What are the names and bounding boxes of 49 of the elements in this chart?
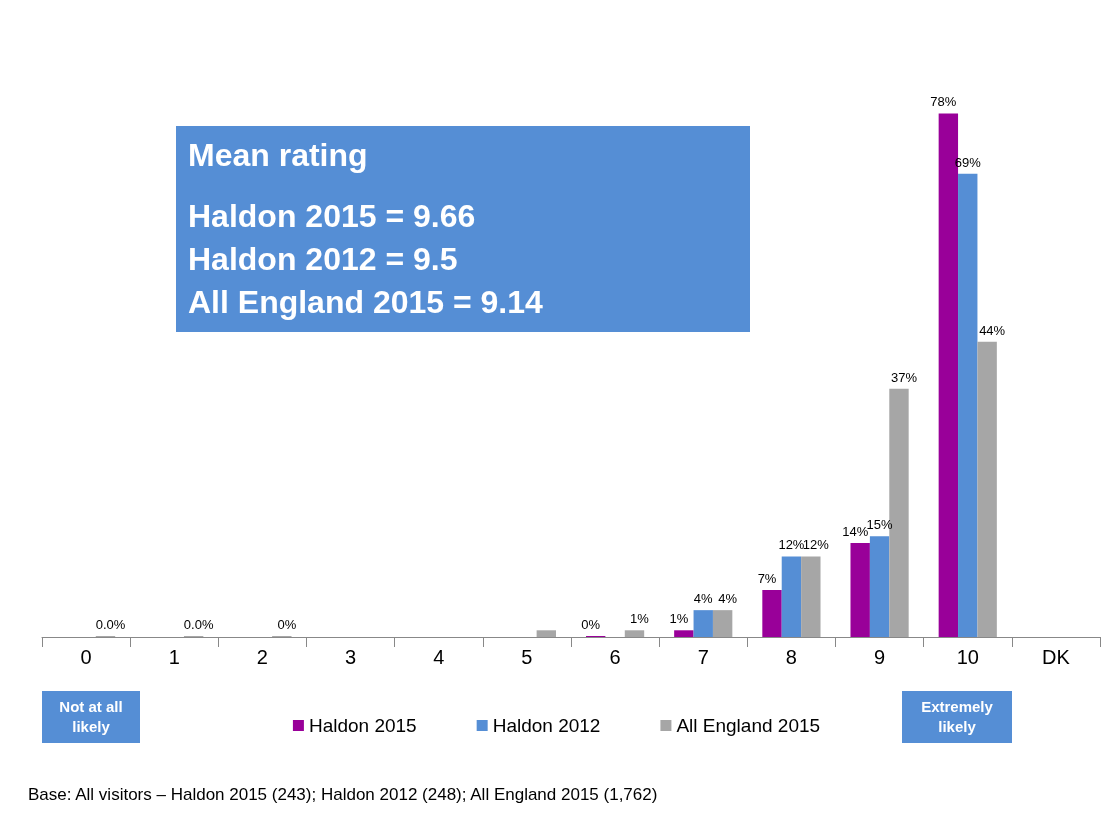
data-label: 4% — [693, 591, 714, 607]
data-label: 4% — [718, 591, 738, 607]
x-tick-label: DK — [1042, 646, 1071, 668]
bar — [958, 173, 978, 637]
bar — [762, 590, 782, 637]
annotation: Mean rating — [188, 136, 369, 175]
bar — [781, 556, 802, 637]
data-label: 7% — [757, 571, 777, 587]
x-tick-label: 9 — [874, 646, 886, 668]
bar — [536, 630, 557, 637]
x-tick-label: 4 — [433, 646, 445, 668]
data-label: 44% — [979, 322, 1006, 338]
data-label: 78% — [930, 94, 957, 110]
data-label: 37% — [890, 369, 918, 385]
data-label: 12% — [778, 537, 805, 553]
x-tick-label: 6 — [609, 646, 621, 668]
data-label: 0.0% — [183, 617, 214, 632]
x-tick-label: 7 — [697, 646, 709, 668]
bar — [850, 543, 870, 637]
legend-label: Haldon 2012 — [492, 715, 601, 736]
data-label: 12% — [802, 537, 830, 553]
bar — [674, 630, 694, 637]
x-tick-label: 1 — [168, 646, 180, 668]
text-box: Extremely likely — [902, 691, 1012, 743]
text-box: Not at all likely — [42, 691, 140, 743]
text: Base: All visitors – Haldon 2015 (243); Haldon 2012 (248); All England 2015 (1,762) — [28, 785, 658, 804]
data-label: 0% — [277, 617, 297, 632]
data-label: 1% — [630, 611, 650, 627]
bar — [712, 610, 733, 637]
bar — [693, 610, 713, 637]
data-label: 1% — [669, 611, 689, 627]
data-label: 0.0% — [95, 617, 126, 632]
x-tick-label: 3 — [345, 646, 357, 668]
legend-label: All England 2015 — [676, 715, 821, 736]
bar — [624, 630, 645, 637]
bar — [869, 536, 890, 637]
x-tick-label: 0 — [80, 646, 92, 668]
annotation: Haldon 2012 = 9.5 — [188, 240, 459, 279]
x-tick-label: 5 — [521, 646, 533, 668]
data-label: 14% — [842, 524, 869, 540]
x-tick-label: 10 — [956, 646, 979, 668]
bar — [801, 556, 821, 637]
annotation: Haldon 2015 = 9.66 — [188, 197, 477, 236]
legend-label: Haldon 2015 — [308, 715, 417, 736]
data-label: 0% — [581, 617, 601, 632]
annotation: All England 2015 = 9.14 — [188, 283, 544, 322]
bar — [977, 341, 997, 637]
x-tick-label: 2 — [256, 646, 268, 668]
x-tick-label: 8 — [785, 646, 797, 668]
